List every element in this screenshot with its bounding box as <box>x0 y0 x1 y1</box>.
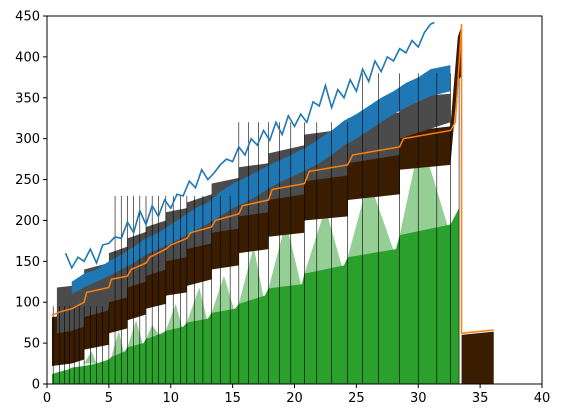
y-tick-label-8: 400 <box>15 50 40 65</box>
x-tick-label-0: 0 <box>43 391 51 406</box>
y-tick-label-9: 450 <box>15 10 40 25</box>
x-tick-label-8: 40 <box>534 391 551 406</box>
x-tick-label-2: 10 <box>162 391 179 406</box>
y-tick-label-1: 50 <box>23 337 40 352</box>
series-dark-band <box>56 93 451 334</box>
series-blue-line <box>64 21 435 270</box>
series-green-peak-3 <box>146 325 163 340</box>
y-tick-label-0: 0 <box>32 378 40 393</box>
y-tick-label-6: 300 <box>15 132 40 147</box>
plot-area <box>51 21 494 385</box>
series-brown-band <box>51 25 494 385</box>
y-tick-label-3: 150 <box>15 255 40 270</box>
x-tick-label-7: 35 <box>472 391 489 406</box>
series-green-peak-9 <box>304 208 344 274</box>
series-green-peak-4 <box>165 303 184 331</box>
y-tick-label-4: 200 <box>15 214 40 229</box>
x-tick-label-6: 30 <box>410 391 427 406</box>
series-green-peak-11 <box>399 137 451 236</box>
series-green-peak-5 <box>186 287 208 323</box>
series-green-peak-7 <box>238 246 265 304</box>
x-tick-label-1: 5 <box>105 391 113 406</box>
series-orange-line <box>51 24 494 335</box>
series-blue-band <box>71 65 451 295</box>
axis-ticks: 0 5 10 15 20 25 30 35 40050100150200250300350400… <box>15 10 550 407</box>
series-green-base-area <box>51 208 460 384</box>
series-green-peak-2 <box>127 320 144 348</box>
series-green-peak-10 <box>347 179 396 258</box>
y-tick-label-7: 350 <box>15 91 40 106</box>
series-green-peak-1 <box>111 330 125 358</box>
x-tick-label-5: 25 <box>348 391 365 406</box>
series-green-peak-8 <box>268 222 302 289</box>
y-tick-label-2: 100 <box>15 296 40 311</box>
series-green-peak-6 <box>211 276 236 313</box>
x-tick-label-3: 15 <box>224 391 241 406</box>
y-tick-label-5: 250 <box>15 173 40 188</box>
x-tick-label-4: 20 <box>286 391 303 406</box>
